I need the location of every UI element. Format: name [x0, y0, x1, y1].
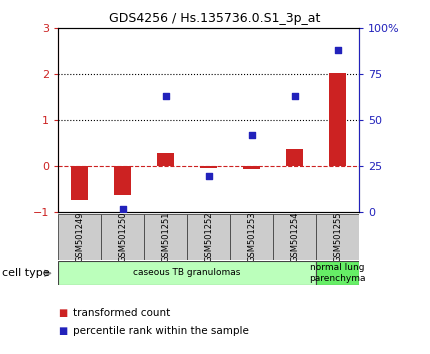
Bar	[187, 214, 230, 260]
Text: ■: ■	[58, 308, 68, 318]
Bar	[316, 261, 359, 285]
Text: normal lung
parenchyma: normal lung parenchyma	[309, 263, 366, 282]
Text: GSM501254: GSM501254	[290, 212, 299, 262]
Text: transformed count: transformed count	[73, 308, 170, 318]
Text: GSM501251: GSM501251	[161, 212, 170, 262]
Point	[291, 93, 298, 99]
Text: ■: ■	[58, 326, 68, 336]
Bar	[144, 214, 187, 260]
Bar	[286, 149, 303, 166]
Text: cell type: cell type	[2, 268, 50, 278]
Point	[119, 206, 126, 212]
Bar	[243, 166, 260, 169]
Bar	[316, 214, 359, 260]
Bar	[71, 166, 88, 200]
Bar	[114, 166, 131, 195]
Bar	[273, 214, 316, 260]
Bar	[58, 214, 101, 260]
Text: GSM501255: GSM501255	[333, 212, 342, 262]
Text: GSM501252: GSM501252	[204, 212, 213, 262]
Bar	[58, 261, 316, 285]
Text: percentile rank within the sample: percentile rank within the sample	[73, 326, 249, 336]
Text: GSM501253: GSM501253	[247, 212, 256, 263]
Point	[248, 132, 255, 138]
Text: caseous TB granulomas: caseous TB granulomas	[133, 268, 241, 278]
Bar	[101, 214, 144, 260]
Bar	[230, 214, 273, 260]
Bar	[329, 73, 346, 166]
Point	[205, 173, 212, 178]
Point	[162, 93, 169, 99]
Bar	[200, 166, 217, 168]
Text: GSM501249: GSM501249	[75, 212, 84, 262]
Point	[334, 47, 341, 53]
Text: GSM501250: GSM501250	[118, 212, 127, 262]
Bar	[157, 153, 174, 166]
Text: GDS4256 / Hs.135736.0.S1_3p_at: GDS4256 / Hs.135736.0.S1_3p_at	[109, 12, 321, 25]
